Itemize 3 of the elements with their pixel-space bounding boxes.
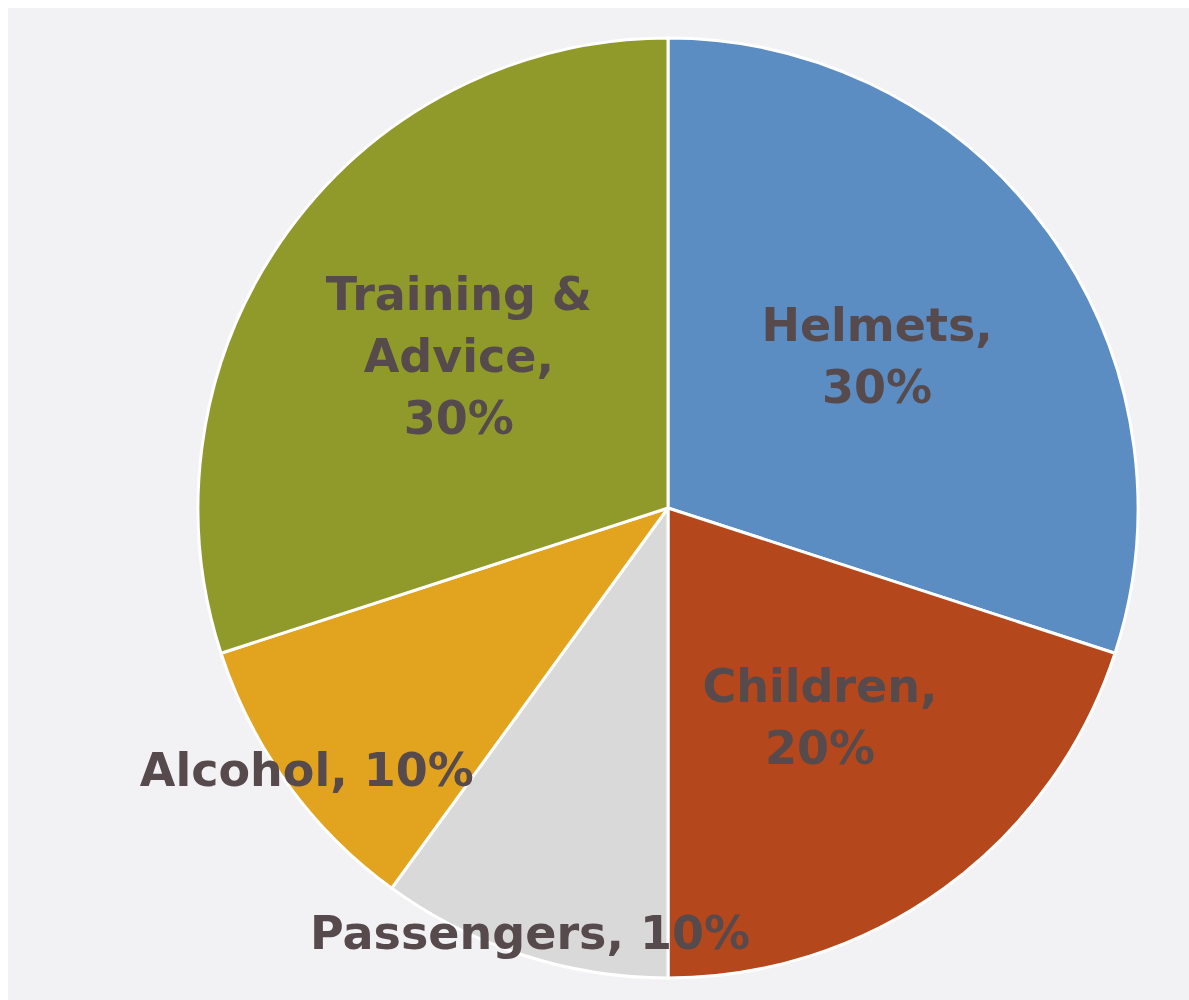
slice-label: Children, 20% bbox=[702, 659, 938, 776]
slice-label: Training & Advice, 30% bbox=[325, 267, 592, 446]
slice-label: Helmets, 30% bbox=[761, 298, 993, 415]
